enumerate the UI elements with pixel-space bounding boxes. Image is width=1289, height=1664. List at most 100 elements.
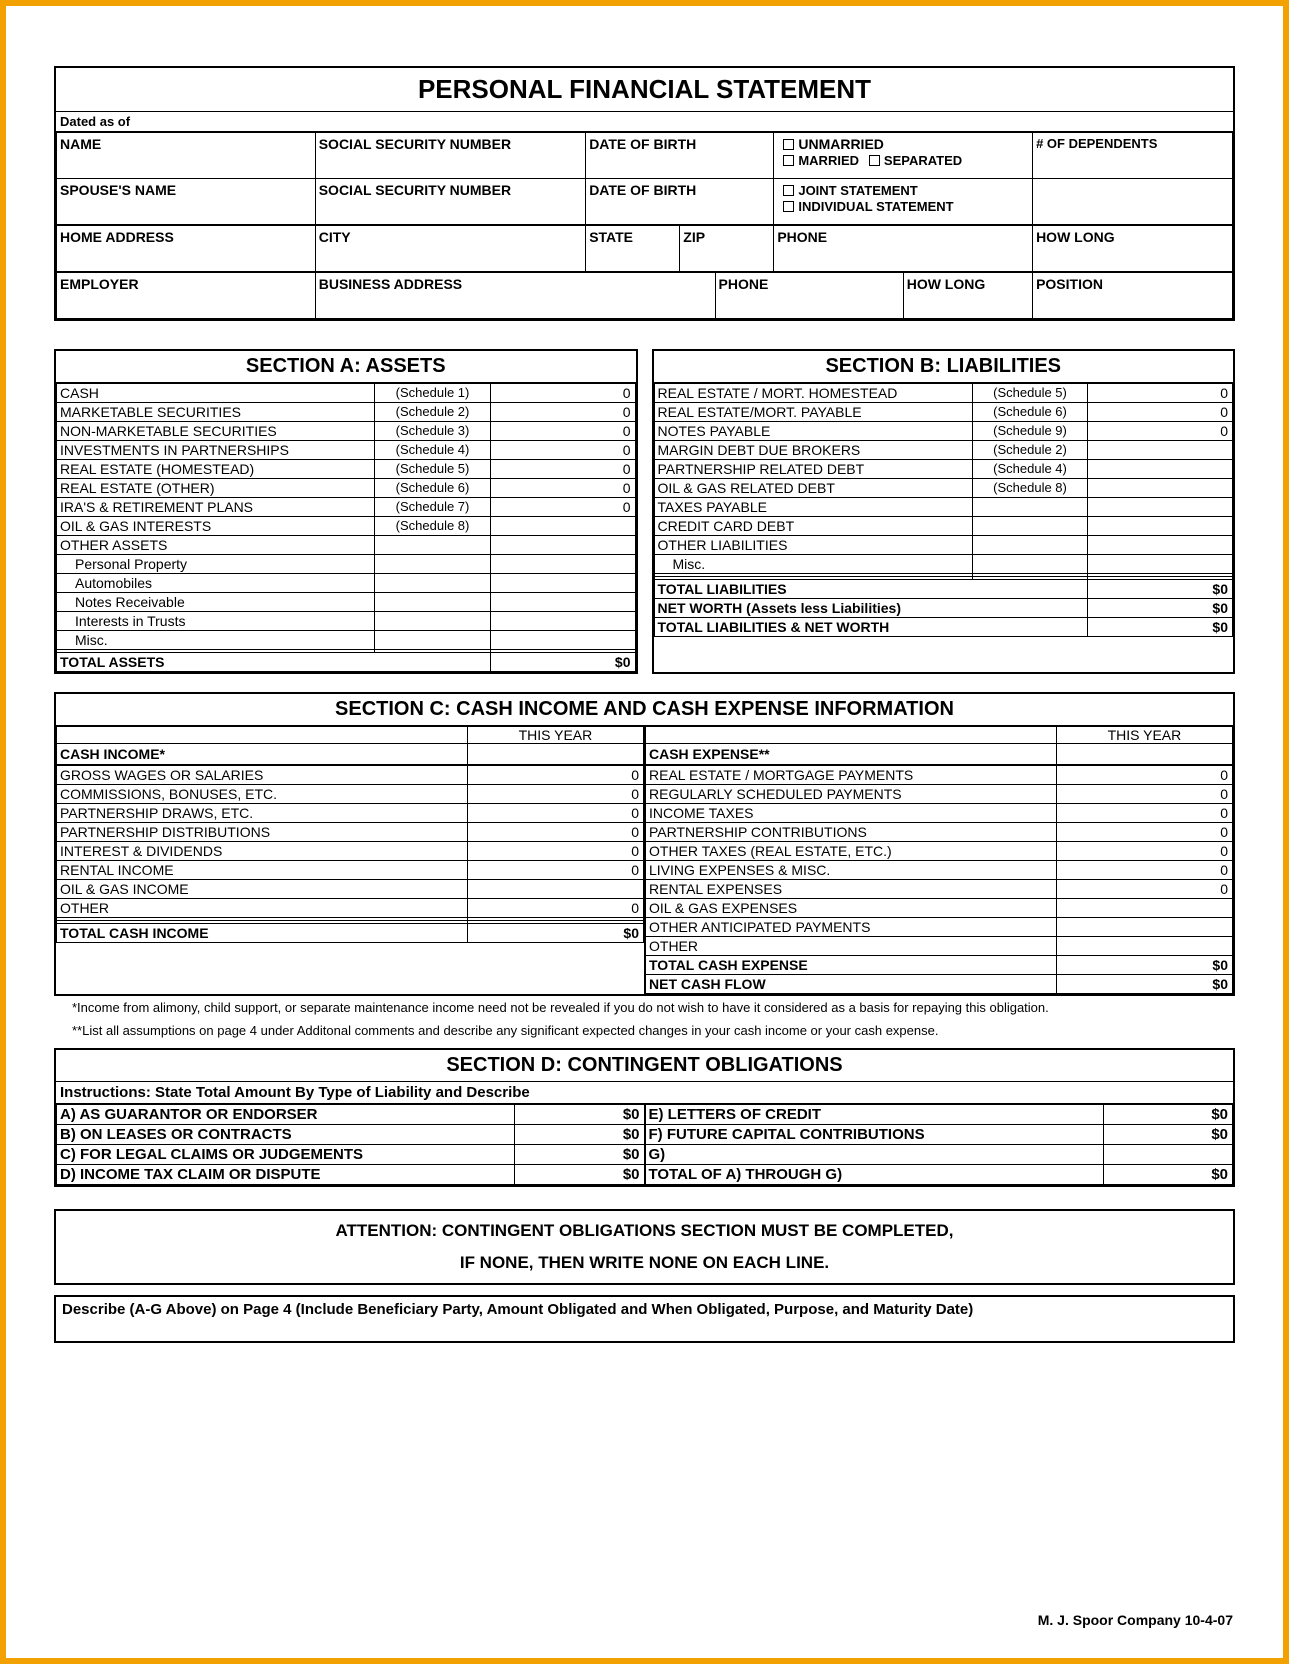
city-label: CITY	[316, 226, 585, 248]
phone-label: PHONE	[774, 226, 1032, 248]
row-label: REAL ESTATE / MORT. HOMESTEAD	[654, 384, 972, 403]
row-label: REAL ESTATE/MORT. PAYABLE	[654, 403, 972, 422]
total-value: $0	[1088, 618, 1233, 637]
total-label: TOTAL LIABILITIES	[654, 580, 1088, 599]
contingent-value	[1103, 1145, 1232, 1165]
total-value: $0	[1088, 580, 1233, 599]
row-label: COMMISSIONS, BONUSES, ETC.	[57, 785, 468, 804]
footnote-2: **List all assumptions on page 4 under A…	[54, 1019, 1235, 1042]
row-schedule: (Schedule 8)	[972, 479, 1088, 498]
row-schedule	[972, 498, 1088, 517]
row-value	[467, 880, 643, 899]
row-value: 0	[490, 384, 635, 403]
row-label: Misc.	[57, 631, 375, 650]
row-label: OIL & GAS EXPENSES	[646, 899, 1057, 918]
row-label: OTHER	[646, 937, 1057, 956]
row-label: OTHER ANTICIPATED PAYMENTS	[646, 918, 1057, 937]
row-label: Misc.	[654, 555, 972, 574]
row-label: NON-MARKETABLE SECURITIES	[57, 422, 375, 441]
contingent-label: B) ON LEASES OR CONTRACTS	[57, 1125, 515, 1145]
row-value: 0	[467, 861, 643, 880]
bizaddr-label: BUSINESS ADDRESS	[316, 273, 715, 295]
row-label: NOTES PAYABLE	[654, 422, 972, 441]
spouse-label: SPOUSE'S NAME	[57, 179, 315, 201]
row-label: PARTNERSHIP DISTRIBUTIONS	[57, 823, 468, 842]
row-label: IRA'S & RETIREMENT PLANS	[57, 498, 375, 517]
dob-label: DATE OF BIRTH	[586, 133, 773, 155]
contingent-label: D) INCOME TAX CLAIM OR DISPUTE	[57, 1165, 515, 1185]
total-label: NET CASH FLOW	[646, 975, 1057, 994]
row-label: INVESTMENTS IN PARTNERSHIPS	[57, 441, 375, 460]
total-label: NET WORTH (Assets less Liabilities)	[654, 599, 1088, 618]
attention-line1: ATTENTION: CONTINGENT OBLIGATIONS SECTIO…	[56, 1215, 1233, 1247]
row-label: OIL & GAS RELATED DEBT	[654, 479, 972, 498]
row-schedule	[375, 555, 491, 574]
row-schedule: (Schedule 1)	[375, 384, 491, 403]
row-schedule: (Schedule 6)	[375, 479, 491, 498]
row-value: 0	[1056, 823, 1232, 842]
row-value	[490, 593, 635, 612]
row-value: 0	[490, 422, 635, 441]
row-label: CASH	[57, 384, 375, 403]
row-value: 0	[467, 785, 643, 804]
row-schedule: (Schedule 5)	[375, 460, 491, 479]
marital-status: UNMARRIED MARRIED SEPARATED	[774, 133, 1032, 171]
ssn-label: SOCIAL SECURITY NUMBER	[316, 133, 585, 155]
footnote-1: *Income from alimony, child support, or …	[54, 996, 1235, 1019]
checkbox-icon[interactable]	[783, 201, 794, 212]
row-label: INCOME TAXES	[646, 804, 1057, 823]
row-value: 0	[467, 823, 643, 842]
row-label: Personal Property	[57, 555, 375, 574]
checkbox-icon[interactable]	[783, 139, 794, 150]
row-value	[1088, 498, 1233, 517]
row-label: OTHER	[57, 899, 468, 918]
row-label: REAL ESTATE (OTHER)	[57, 479, 375, 498]
checkbox-icon[interactable]	[783, 155, 794, 166]
thisyear-label2: THIS YEAR	[1056, 727, 1232, 744]
total-value: $0	[490, 653, 635, 672]
row-schedule	[972, 555, 1088, 574]
row-label: Notes Receivable	[57, 593, 375, 612]
dated-label: Dated as of	[56, 112, 1233, 132]
spouse-ssn-label: SOCIAL SECURITY NUMBER	[316, 179, 585, 201]
row-label: MARGIN DEBT DUE BROKERS	[654, 441, 972, 460]
row-label: REGULARLY SCHEDULED PAYMENTS	[646, 785, 1057, 804]
row-schedule: (Schedule 2)	[972, 441, 1088, 460]
row-schedule: (Schedule 9)	[972, 422, 1088, 441]
howlong-label: HOW LONG	[1033, 226, 1232, 248]
row-value	[490, 631, 635, 650]
row-label: REAL ESTATE / MORTGAGE PAYMENTS	[646, 766, 1057, 785]
row-label: PARTNERSHIP RELATED DEBT	[654, 460, 972, 479]
row-label: OIL & GAS INCOME	[57, 880, 468, 899]
row-value	[490, 555, 635, 574]
row-label: OTHER LIABILITIES	[654, 536, 972, 555]
contingent-value: $0	[515, 1105, 644, 1125]
row-label: PARTNERSHIP CONTRIBUTIONS	[646, 823, 1057, 842]
row-label: MARKETABLE SECURITIES	[57, 403, 375, 422]
row-value	[1056, 937, 1232, 956]
row-label: LIVING EXPENSES & MISC.	[646, 861, 1057, 880]
total-value: $0	[1056, 956, 1232, 975]
row-label: INTEREST & DIVIDENDS	[57, 842, 468, 861]
footer: M. J. Spoor Company 10-4-07	[1038, 1612, 1233, 1628]
total-label: TOTAL LIABILITIES & NET WORTH	[654, 618, 1088, 637]
attention-line2: IF NONE, THEN WRITE NONE ON EACH LINE.	[56, 1247, 1233, 1279]
contingent-label: A) AS GUARANTOR OR ENDORSER	[57, 1105, 515, 1125]
checkbox-icon[interactable]	[869, 155, 880, 166]
position-label: POSITION	[1033, 273, 1232, 295]
cash-income-hdr: CASH INCOME*	[57, 744, 468, 765]
row-value	[1088, 517, 1233, 536]
row-label: Automobiles	[57, 574, 375, 593]
row-schedule	[375, 536, 491, 555]
row-value: 0	[467, 899, 643, 918]
checkbox-icon[interactable]	[783, 185, 794, 196]
row-value	[1056, 918, 1232, 937]
row-label: PARTNERSHIP DRAWS, ETC.	[57, 804, 468, 823]
home-label: HOME ADDRESS	[57, 226, 315, 248]
section-a: SECTION A: ASSETS CASH(Schedule 1)0MARKE…	[54, 349, 638, 674]
row-label: REAL ESTATE (HOMESTEAD)	[57, 460, 375, 479]
dependents-label: # OF DEPENDENTS	[1033, 133, 1232, 154]
row-value	[1088, 441, 1233, 460]
header-section: PERSONAL FINANCIAL STATEMENT Dated as of…	[54, 66, 1235, 321]
row-value: 0	[1088, 403, 1233, 422]
